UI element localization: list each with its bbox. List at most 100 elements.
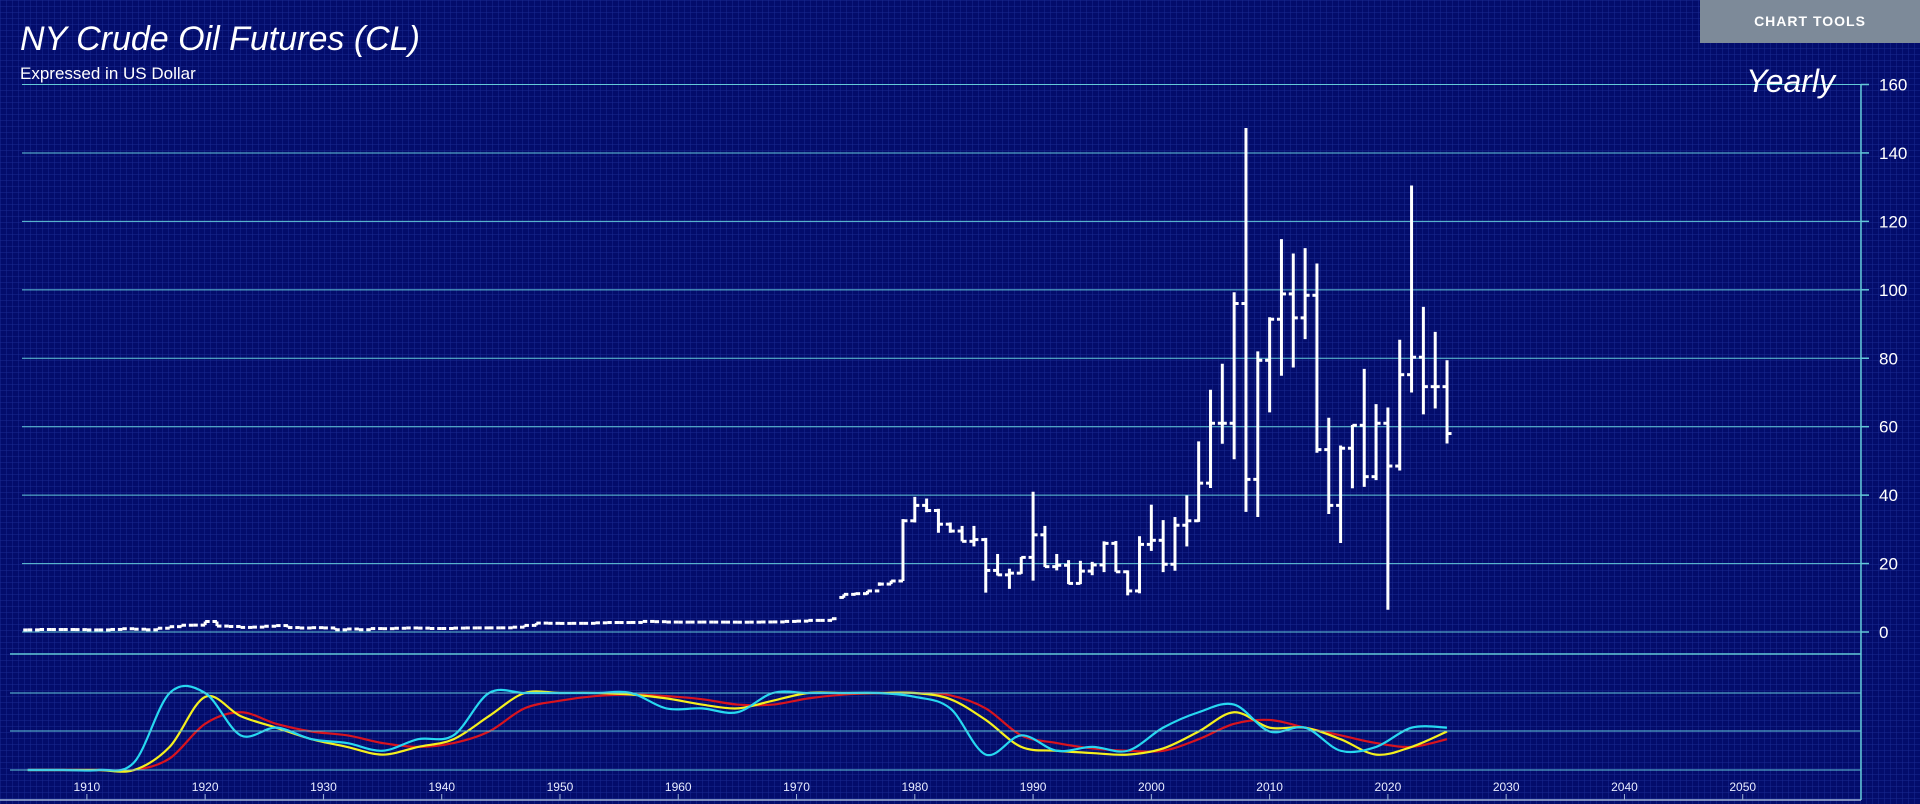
ohlc-bar xyxy=(898,519,908,583)
ohlc-bar xyxy=(922,498,932,513)
y-tick-label: 160 xyxy=(1879,76,1907,95)
x-tick-label: 2020 xyxy=(1375,780,1402,794)
x-tick-label: 1980 xyxy=(901,780,928,794)
ohlc-bar xyxy=(531,621,541,627)
ohlc-bar xyxy=(1324,417,1334,514)
ohlc-bar xyxy=(1099,541,1109,573)
ohlc-bar xyxy=(1300,248,1310,340)
ohlc-bar xyxy=(1312,263,1322,453)
ohlc-bar xyxy=(330,626,340,632)
ohlc-bar xyxy=(200,619,210,627)
plot-layer: 1910 1920 1930 1940 1950 1960 1970 1980 1990 2000… xyxy=(22,76,1907,800)
ohlc-bar xyxy=(212,619,222,628)
indicator-line xyxy=(27,684,1448,772)
ohlc-bar xyxy=(366,627,376,632)
ohlc-bar xyxy=(945,522,955,533)
ohlc-bar xyxy=(1265,317,1275,413)
ohlc-bar xyxy=(1359,368,1369,487)
x-tick-label: 2050 xyxy=(1729,780,1756,794)
ohlc-bar xyxy=(1052,553,1062,571)
period-label: Yearly xyxy=(1746,63,1837,99)
ohlc-bar xyxy=(1158,520,1168,573)
ohlc-bar xyxy=(1442,360,1452,444)
y-tick-label: 140 xyxy=(1879,144,1907,163)
ohlc-bar xyxy=(1146,504,1156,551)
ohlc-bar xyxy=(1407,185,1417,393)
ohlc-bar xyxy=(1276,239,1286,376)
ohlc-bar xyxy=(969,525,979,547)
ohlc-bar xyxy=(862,589,872,596)
y-tick-label: 100 xyxy=(1879,281,1907,300)
ohlc-bar xyxy=(910,496,920,523)
ohlc-bar xyxy=(1418,306,1428,415)
ohlc-bar xyxy=(1075,560,1085,585)
y-tick-label: 0 xyxy=(1879,623,1888,642)
ohlc-bar xyxy=(1217,363,1227,444)
ohlc-bar xyxy=(259,624,269,629)
ohlc-bar xyxy=(1383,407,1393,610)
chart-tools-button[interactable]: CHART TOOLS xyxy=(1700,0,1920,43)
ohlc-bar xyxy=(827,617,837,622)
y-tick-label: 120 xyxy=(1879,212,1907,231)
ohlc-bar xyxy=(153,626,163,632)
ohlc-bar xyxy=(1182,495,1192,547)
ohlc-bar xyxy=(1028,491,1038,581)
ohlc-bar xyxy=(1016,555,1026,575)
y-tick-label: 20 xyxy=(1879,555,1898,574)
ohlc-bar xyxy=(165,625,175,630)
ohlc-bar xyxy=(1288,253,1298,368)
button-label[interactable]: CHART TOOLS xyxy=(1754,13,1866,29)
ohlc-bar xyxy=(271,624,281,628)
x-tick-label: 2030 xyxy=(1493,780,1520,794)
x-tick-label: 1990 xyxy=(1020,780,1047,794)
ohlc-bar xyxy=(508,625,518,630)
x-tick-label: 1930 xyxy=(310,780,337,794)
x-tick-label: 2000 xyxy=(1138,780,1165,794)
ohlc-bar xyxy=(993,553,1003,577)
ohlc-bar xyxy=(1004,568,1014,589)
ohlc-bar xyxy=(1087,561,1097,576)
ohlc-bar xyxy=(1430,331,1440,409)
x-tick-label: 1920 xyxy=(192,780,219,794)
ohlc-bar xyxy=(1111,540,1121,574)
ohlc-bar xyxy=(839,592,849,599)
ohlc-bar xyxy=(283,624,293,630)
ohlc-bar xyxy=(780,619,790,624)
ohlc-bar xyxy=(1336,445,1346,544)
ohlc-bar xyxy=(981,537,991,593)
ohlc-bar xyxy=(1040,525,1050,569)
ohlc-bar xyxy=(803,618,813,623)
ohlc-bar xyxy=(1347,423,1357,489)
ohlc-bar xyxy=(1205,389,1215,488)
ohlc-bar xyxy=(141,627,151,632)
chart-title: NY Crude Oil Futures (CL) xyxy=(20,20,420,58)
ohlc-bar xyxy=(851,592,861,596)
ohlc-bar xyxy=(590,621,600,625)
ohlc-bar xyxy=(1253,351,1263,518)
ohlc-bar xyxy=(117,627,127,631)
x-tick-label: 1940 xyxy=(428,780,455,794)
ohlc-bar xyxy=(957,525,967,543)
ohlc-bar xyxy=(236,624,246,629)
ohlc-bar xyxy=(1064,560,1074,585)
y-tick-label: 80 xyxy=(1879,349,1898,368)
button-background[interactable] xyxy=(1700,0,1920,43)
ohlc-bar xyxy=(1241,127,1251,512)
indicator-line xyxy=(27,691,1448,772)
ohlc-bar xyxy=(1170,517,1180,571)
x-tick-label: 1950 xyxy=(547,780,574,794)
ohlc-bar xyxy=(874,582,884,593)
ohlc-bar xyxy=(638,619,648,624)
x-tick-label: 1970 xyxy=(783,780,810,794)
ohlc-bar xyxy=(1194,441,1204,523)
ohlc-bar xyxy=(1371,404,1381,481)
y-tick-label: 60 xyxy=(1879,418,1898,437)
y-tick-label: 40 xyxy=(1879,486,1898,505)
chart-subtitle: Expressed in US Dollar xyxy=(20,64,196,83)
ohlc-bar xyxy=(354,627,364,632)
x-tick-label: 1910 xyxy=(74,780,101,794)
ohlc-bar xyxy=(933,508,943,533)
